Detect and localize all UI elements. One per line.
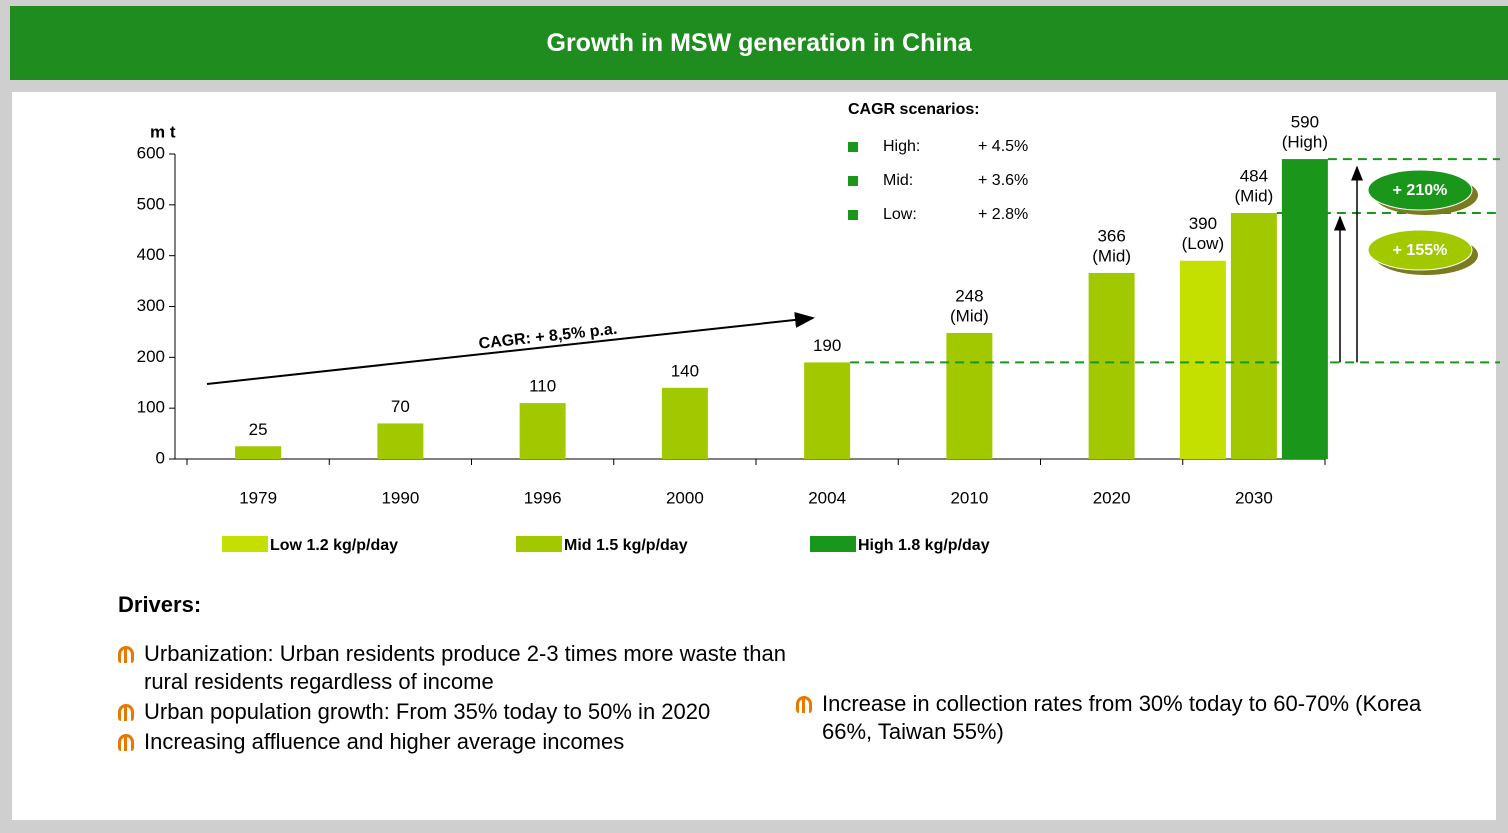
scenario-label: Low: — [883, 206, 917, 223]
x-tick-label: 2020 — [1093, 488, 1131, 507]
value-label: 366 — [1097, 226, 1125, 245]
scenario-value: + 4.5% — [978, 138, 1028, 155]
bar — [1179, 260, 1226, 459]
value-label: 25 — [249, 420, 268, 439]
value-label: 110 — [529, 377, 556, 396]
value-label: (Mid) — [950, 306, 989, 325]
y-tick-label: 400 — [137, 245, 165, 264]
bar — [1088, 272, 1135, 459]
bullet — [118, 734, 134, 751]
value-label: 484 — [1240, 166, 1268, 185]
bullet — [118, 646, 134, 663]
driver-text: Increasing affluence and higher average … — [144, 729, 625, 754]
legend-label: Low 1.2 kg/p/day — [270, 537, 398, 554]
trend-arrow — [206, 311, 815, 385]
bullet — [796, 696, 812, 713]
legend-swatch — [810, 536, 856, 552]
header: Growth in MSW generation in China — [10, 6, 1508, 80]
bullet — [118, 704, 134, 721]
value-label: 590 — [1291, 113, 1319, 132]
driver-item: Urbanization: Urban residents produce 2-… — [118, 640, 788, 696]
cagr-annotation: CAGR: + 8,5% p.a. — [478, 321, 618, 353]
badge-label: + 210% — [1393, 182, 1448, 199]
drivers-title: Drivers: — [118, 592, 202, 617]
value-label: (Mid) — [1235, 186, 1274, 205]
value-label: 70 — [391, 397, 410, 416]
driver-item: Urban population growth: From 35% today … — [118, 698, 788, 726]
drivers-right: Increase in collection rates from 30% to… — [796, 690, 1446, 748]
scenario-value: + 2.8% — [978, 206, 1028, 223]
y-tick-label: 500 — [137, 194, 165, 213]
chart-title: Growth in MSW generation in China — [546, 28, 972, 57]
bar — [946, 332, 993, 459]
badge — [1367, 169, 1473, 211]
driver-item: Increasing affluence and higher average … — [118, 728, 788, 756]
badge — [1367, 229, 1473, 271]
y-tick-label: 300 — [137, 296, 165, 315]
value-label: 390 — [1189, 214, 1217, 233]
x-tick-label: 1996 — [524, 488, 562, 507]
value-label: 190 — [813, 336, 841, 355]
value-label: (Mid) — [1092, 246, 1131, 265]
value-label: 140 — [671, 361, 699, 380]
value-label: (Low) — [1182, 234, 1225, 253]
x-tick-label: 1990 — [381, 488, 419, 507]
bar — [377, 423, 424, 459]
legend-label: Mid 1.5 kg/p/day — [564, 537, 688, 554]
y-tick-label: 100 — [137, 398, 165, 417]
y-axis-label: m t — [150, 122, 176, 141]
x-tick-label: 1979 — [239, 488, 277, 507]
x-tick-label: 2004 — [808, 488, 846, 507]
scenario-bullet — [848, 210, 858, 220]
bar — [804, 362, 851, 459]
y-tick-label: 200 — [137, 347, 165, 366]
driver-text: Urbanization: Urban residents produce 2-… — [144, 641, 786, 694]
driver-item: Increase in collection rates from 30% to… — [796, 690, 1446, 746]
x-tick-label: 2030 — [1235, 488, 1273, 507]
scenario-label: Mid: — [883, 172, 913, 189]
driver-text: Urban population growth: From 35% today … — [144, 699, 711, 724]
legend-swatch — [222, 536, 268, 552]
scenario-label: High: — [883, 138, 920, 155]
bar — [235, 446, 282, 459]
driver-text: Increase in collection rates from 30% to… — [822, 691, 1422, 744]
badge-label: + 155% — [1393, 242, 1448, 259]
value-label: 248 — [955, 286, 983, 305]
x-tick-label: 2000 — [666, 488, 704, 507]
bar — [1230, 212, 1277, 459]
y-tick-label: 600 — [137, 143, 165, 162]
bar — [519, 403, 566, 459]
legend-swatch — [516, 536, 562, 552]
drivers-left: Urbanization: Urban residents produce 2-… — [118, 640, 788, 758]
x-tick-label: 2010 — [950, 488, 988, 507]
legend-label: High 1.8 kg/p/day — [858, 537, 990, 554]
scenarios-title: CAGR scenarios: — [848, 101, 980, 118]
value-label: (High) — [1282, 133, 1328, 152]
scenario-value: + 3.6% — [978, 172, 1028, 189]
y-tick-label: 0 — [156, 448, 165, 467]
scenario-bullet — [848, 176, 858, 186]
bar — [1281, 159, 1328, 460]
scenario-bullet — [848, 142, 858, 152]
bar — [661, 387, 708, 459]
